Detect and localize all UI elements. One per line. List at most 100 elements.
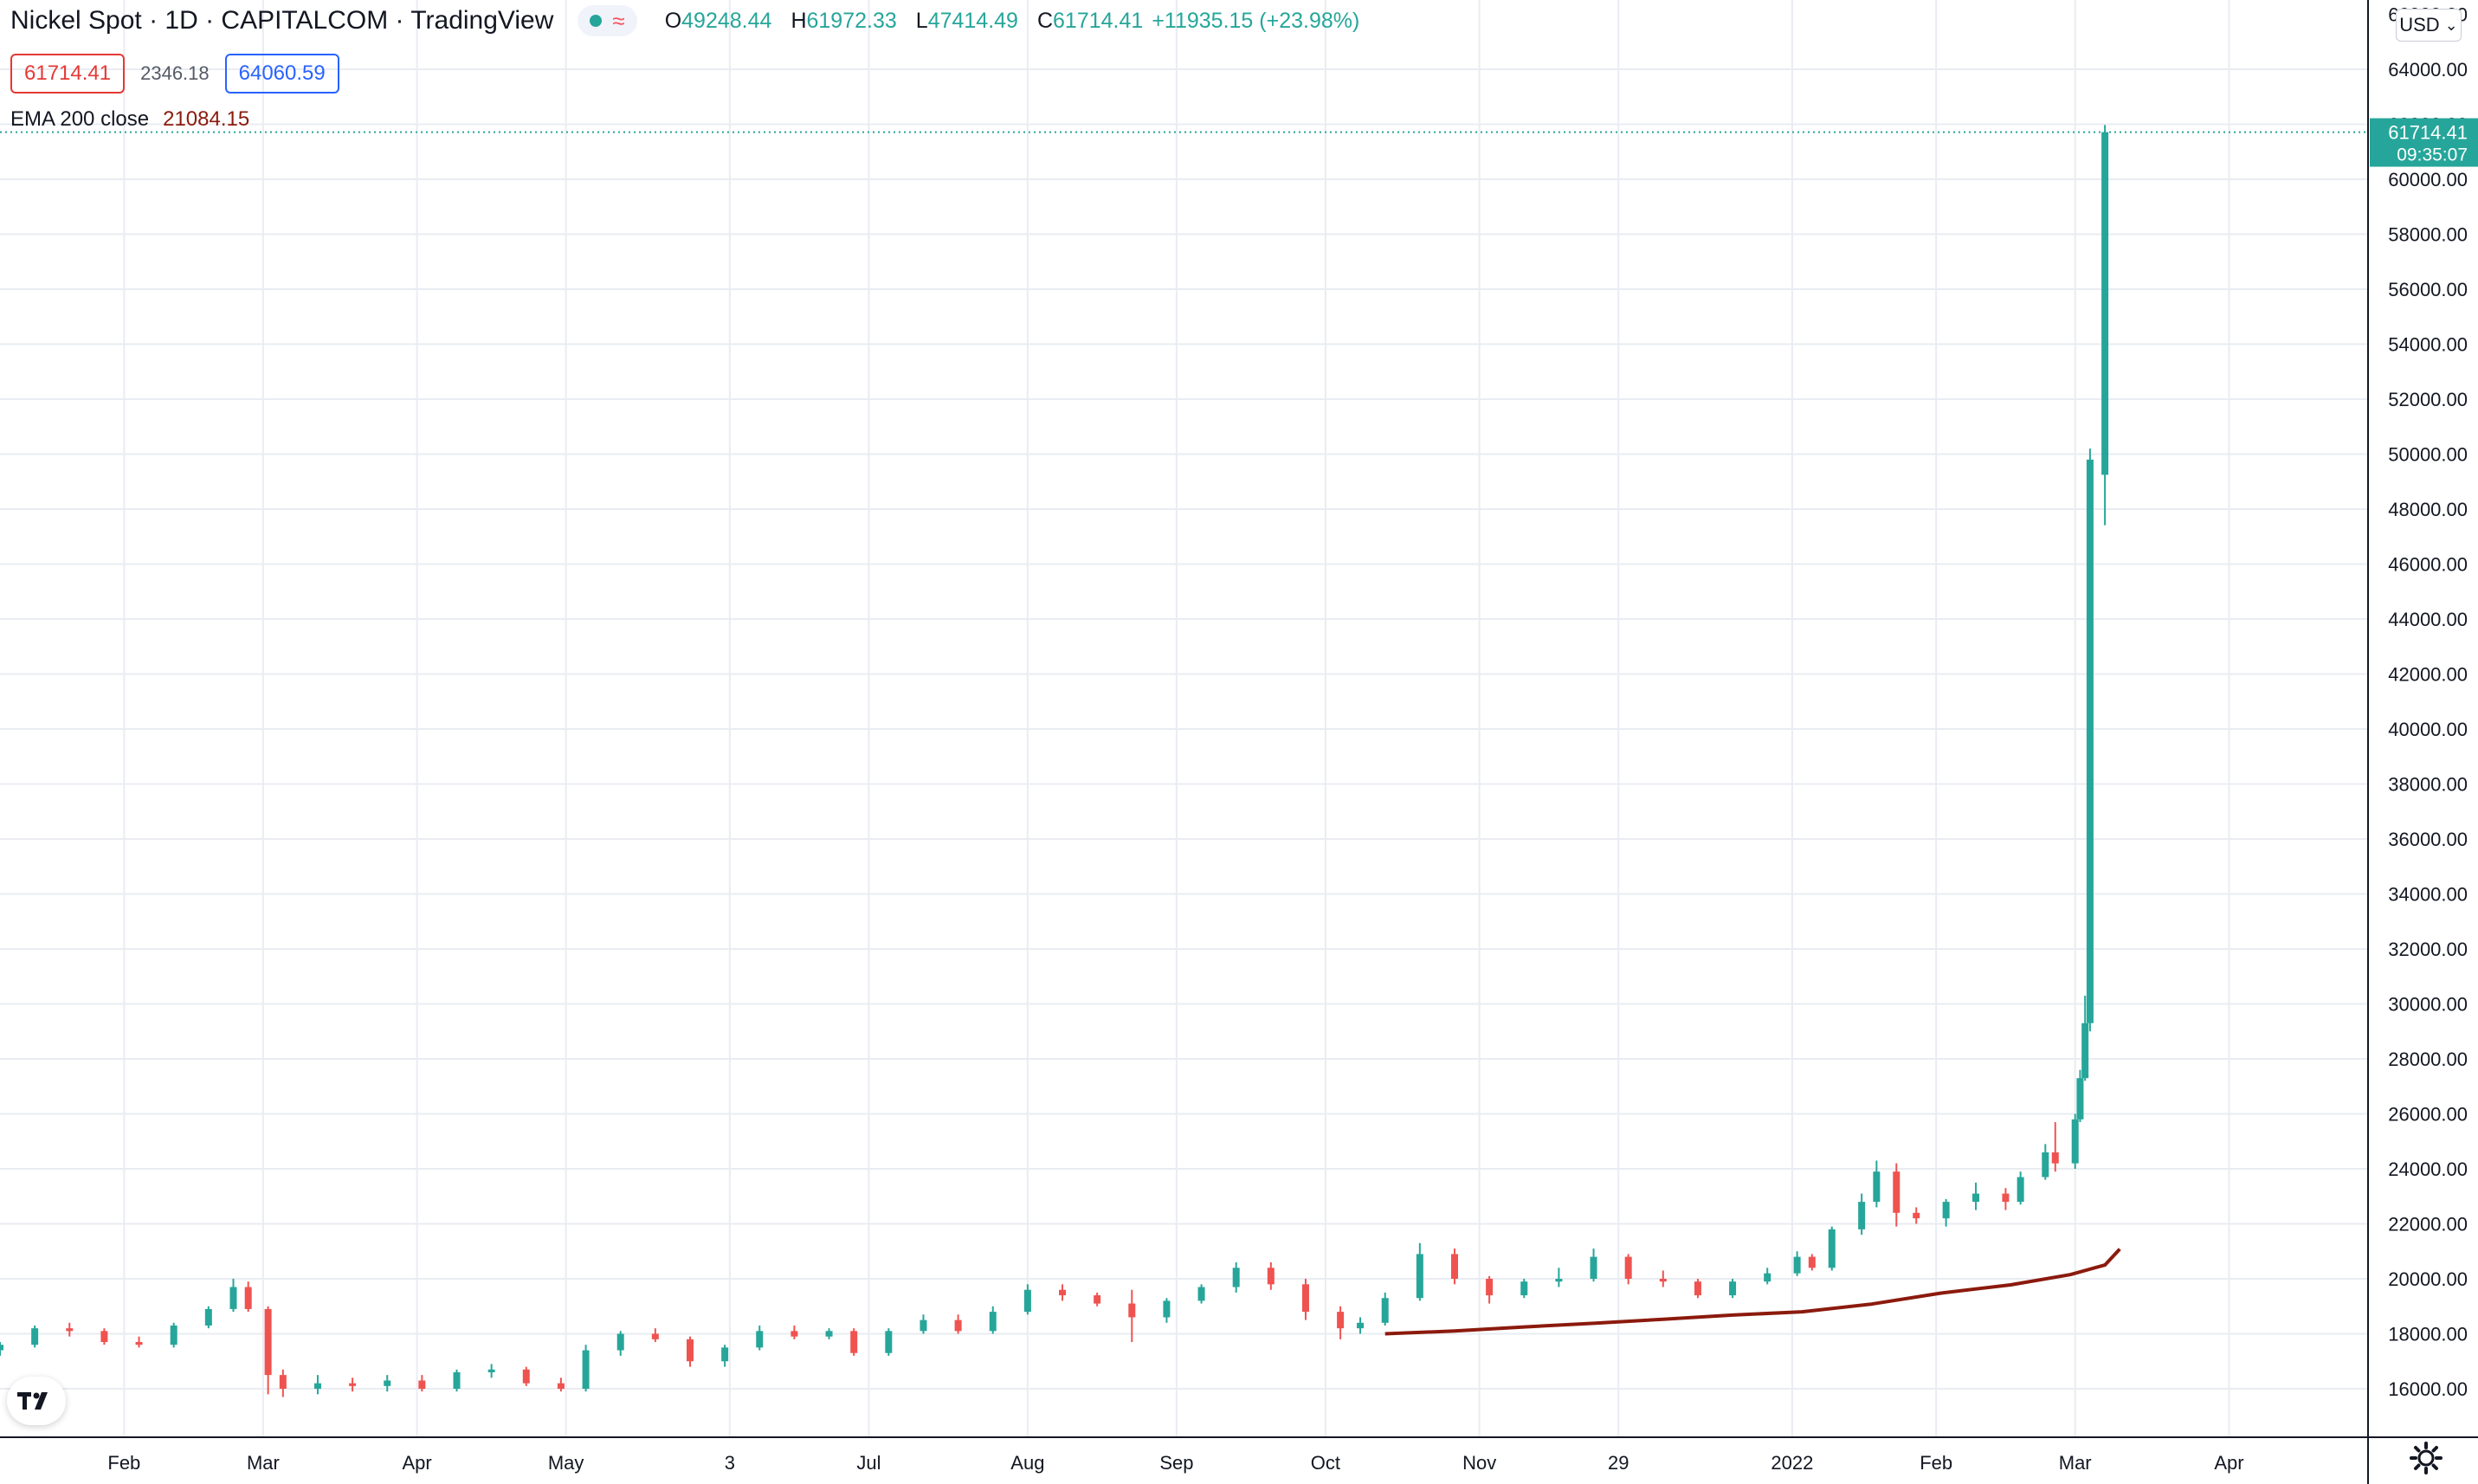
candle-body — [1301, 1284, 1309, 1313]
spread-value: 2346.18 — [140, 62, 210, 84]
candle-down — [264, 1306, 272, 1395]
candle-down — [1913, 1207, 1920, 1224]
candle-body — [1793, 1256, 1801, 1274]
candle-down — [1059, 1284, 1067, 1301]
candle-up — [313, 1375, 321, 1395]
candle-down — [1694, 1279, 1701, 1299]
x-tick-label: Nov — [1462, 1452, 1496, 1474]
candle-up — [2071, 1113, 2079, 1169]
candle-up — [170, 1322, 177, 1348]
candle-up — [229, 1279, 237, 1313]
change-value: +11935.15 (+23.98%) — [1152, 8, 1360, 33]
x-tick-label: 29 — [1608, 1452, 1629, 1474]
candle-down — [66, 1322, 74, 1337]
y-tick-label: 40000.00 — [2388, 719, 2468, 740]
candle-down — [1094, 1292, 1101, 1307]
candle-body — [1624, 1256, 1632, 1279]
y-tick-label: 22000.00 — [2388, 1214, 2468, 1236]
x-tick-label: Jul — [856, 1452, 881, 1474]
candle-body — [349, 1383, 357, 1386]
candle-down — [791, 1325, 798, 1339]
candle-body — [2042, 1152, 2049, 1178]
buy-price-button[interactable]: 64060.59 — [224, 54, 339, 94]
candle-down — [651, 1328, 659, 1343]
ema-indicator-value: 21084.15 — [163, 107, 250, 131]
candle-body — [66, 1328, 74, 1332]
x-tick-label: Mar — [2059, 1452, 2092, 1474]
candle-up — [1828, 1226, 1836, 1271]
sell-price-button[interactable]: 61714.41 — [10, 54, 126, 94]
ema-200-line — [1384, 1248, 2121, 1336]
candle-up — [2017, 1171, 2024, 1205]
candle-up — [1793, 1251, 1801, 1276]
open-value: 49248.44 — [681, 8, 772, 33]
candle-down — [1808, 1254, 1816, 1271]
candle-up — [920, 1314, 927, 1334]
y-tick-label: 50000.00 — [2388, 444, 2468, 466]
candle-body — [1232, 1268, 1240, 1287]
y-tick-label: 64000.00 — [2388, 59, 2468, 81]
candle-body — [1873, 1171, 1881, 1203]
candle-up — [616, 1331, 624, 1356]
candle-up — [1729, 1279, 1737, 1299]
settings-gear-icon[interactable] — [2409, 1441, 2443, 1475]
currency-label: USD — [2399, 14, 2440, 35]
candle-down — [1337, 1306, 1345, 1339]
candle-up — [1357, 1317, 1365, 1334]
candle-body — [756, 1331, 764, 1348]
candle-down — [686, 1336, 694, 1367]
candle-up — [487, 1364, 495, 1378]
candle-body — [686, 1339, 694, 1362]
x-tick-label: 2022 — [1771, 1452, 1813, 1474]
indicator-legend[interactable]: EMA 200 close 21084.15 — [10, 107, 249, 132]
y-tick-label: 26000.00 — [2388, 1104, 2468, 1126]
candle-body — [2002, 1193, 2010, 1203]
candle-up — [1163, 1298, 1171, 1323]
legend-header: Nickel Spot · 1D · CAPITALCOM · TradingV… — [10, 5, 1359, 36]
candle-body — [2051, 1152, 2059, 1164]
candle-body — [135, 1342, 143, 1345]
candle-body — [229, 1287, 237, 1309]
countdown-label: 09:35:07 — [2397, 145, 2468, 165]
candle-down — [1659, 1270, 1667, 1287]
candle-body — [1694, 1281, 1701, 1296]
candle-body — [1659, 1279, 1667, 1282]
candle-up — [1590, 1248, 1597, 1282]
candle-body — [1942, 1202, 1950, 1219]
candle-body — [1858, 1202, 1866, 1229]
y-tick-label: 46000.00 — [2388, 554, 2468, 576]
candle-body — [954, 1319, 962, 1332]
candle-body — [100, 1331, 108, 1343]
y-tick-label: 60000.00 — [2388, 169, 2468, 190]
candle-layer — [0, 125, 2109, 1397]
candle-body — [616, 1333, 624, 1351]
close-label: C — [1036, 8, 1054, 33]
open-label: O — [664, 8, 682, 33]
candle-up — [825, 1328, 833, 1339]
candle-body — [264, 1308, 272, 1376]
market-status-pill[interactable]: ≈ — [578, 5, 637, 36]
candle-body — [2071, 1119, 2079, 1164]
candle-down — [522, 1366, 530, 1386]
tradingview-logo-icon[interactable] — [7, 1377, 66, 1425]
candle-up — [1197, 1284, 1205, 1304]
ema-indicator-label[interactable]: EMA 200 close — [10, 107, 150, 131]
candle-body — [1023, 1289, 1031, 1313]
ema-layer — [1384, 1248, 2121, 1336]
candle-body — [1590, 1256, 1597, 1279]
candle-body — [204, 1308, 212, 1326]
candle-body — [31, 1328, 39, 1345]
ohlc-readout: O49248.44 H61972.33 L47414.49 C61714.41 +… — [665, 9, 1360, 34]
y-tick-label: 32000.00 — [2388, 939, 2468, 960]
symbol-title[interactable]: Nickel Spot · 1D · CAPITALCOM · TradingV… — [10, 6, 554, 35]
currency-select[interactable]: USD ⌄ — [2396, 9, 2462, 42]
candle-body — [1163, 1300, 1171, 1318]
candle-body — [1450, 1254, 1458, 1279]
candle-up — [2081, 995, 2089, 1081]
x-tick-label: Aug — [1010, 1452, 1044, 1474]
candle-body — [1972, 1193, 1980, 1203]
candle-body — [1267, 1268, 1274, 1285]
candle-up — [2101, 125, 2109, 526]
